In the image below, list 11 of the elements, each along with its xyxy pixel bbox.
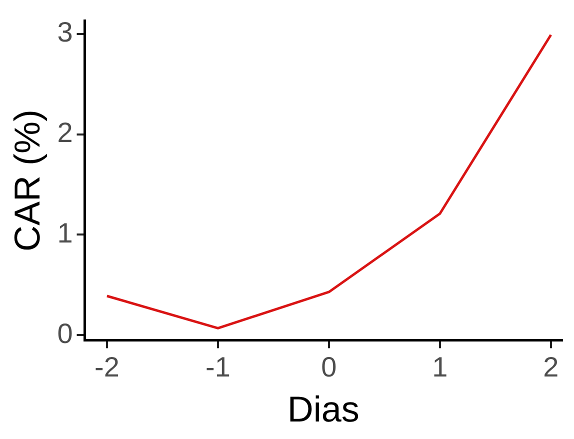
y-tick-label: 0 xyxy=(57,318,73,349)
x-tick-label: -2 xyxy=(94,352,120,383)
y-tick-label: 2 xyxy=(57,117,73,148)
y-tick-label: 1 xyxy=(57,217,73,248)
x-tick-label: 2 xyxy=(543,352,559,383)
x-axis-title: Dias xyxy=(287,388,360,430)
x-tick-label: 0 xyxy=(321,352,337,383)
y-axis-title: CAR (%) xyxy=(6,110,48,252)
x-tick-label: 1 xyxy=(432,352,448,383)
x-tick-label: -1 xyxy=(206,352,230,383)
y-tick-label: 3 xyxy=(57,16,73,48)
